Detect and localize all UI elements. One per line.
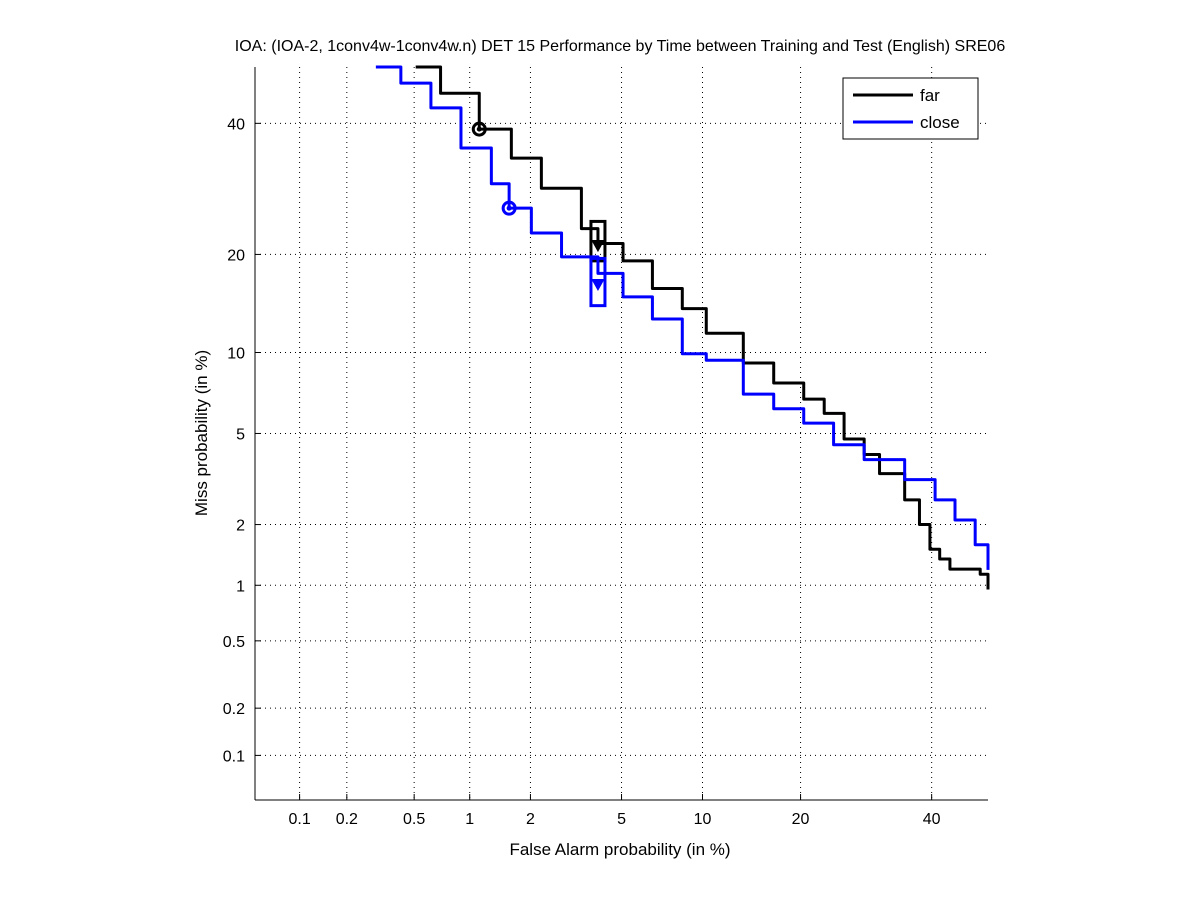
min-dcf-marker-close — [501, 200, 517, 216]
act-dcf-box-close — [589, 256, 607, 308]
x-tick-label: 5 — [617, 811, 626, 828]
y-tick-label: 40 — [227, 116, 245, 133]
series-line-close — [375, 65, 990, 570]
min-dcf-marker-dot-far — [476, 126, 482, 132]
x-tick-label: 20 — [792, 811, 810, 828]
y-tick-label: 0.1 — [223, 748, 245, 765]
x-tick-label: 40 — [923, 811, 941, 828]
axes: 0.1 0.2 0.5 1 2 5 10 20 40 0.1 0.2 0.5 1 2 5 10 20 40 — [223, 67, 988, 828]
legend-label-far: far — [920, 86, 940, 105]
series-line-far — [415, 65, 990, 590]
x-tick-label: 0.5 — [403, 811, 425, 828]
x-tick-label: 0.1 — [288, 811, 310, 828]
y-tick-label: 20 — [227, 247, 245, 264]
y-axis-label: Miss probability (in %) — [192, 350, 211, 516]
x-tick-label: 1 — [465, 811, 474, 828]
legend-label-close: close — [920, 113, 960, 132]
legend-box — [842, 77, 979, 140]
chart-title: IOA: (IOA-2, 1conv4w-1conv4w.n) DET 15 P… — [235, 38, 1006, 55]
y-tick-label: 10 — [227, 345, 245, 362]
min-dcf-marker-far — [471, 121, 487, 137]
act-dcf-marker-far — [591, 240, 605, 253]
y-tick-label: 1 — [236, 578, 245, 595]
grid — [255, 67, 988, 800]
y-tick-label: 5 — [236, 426, 245, 443]
y-tick-label: 2 — [236, 518, 245, 535]
x-tick-label: 10 — [694, 811, 712, 828]
min-dcf-marker-dot-close — [506, 205, 512, 211]
x-tick-label: 0.2 — [336, 811, 358, 828]
x-tick-label: 2 — [526, 811, 535, 828]
act-dcf-marker-close — [591, 278, 605, 292]
x-axis-label: False Alarm probability (in %) — [509, 840, 730, 859]
legend: far close — [842, 77, 979, 140]
y-tick-label: 0.2 — [223, 701, 245, 718]
y-tick-label: 0.5 — [223, 634, 245, 651]
series-layer — [375, 65, 990, 590]
